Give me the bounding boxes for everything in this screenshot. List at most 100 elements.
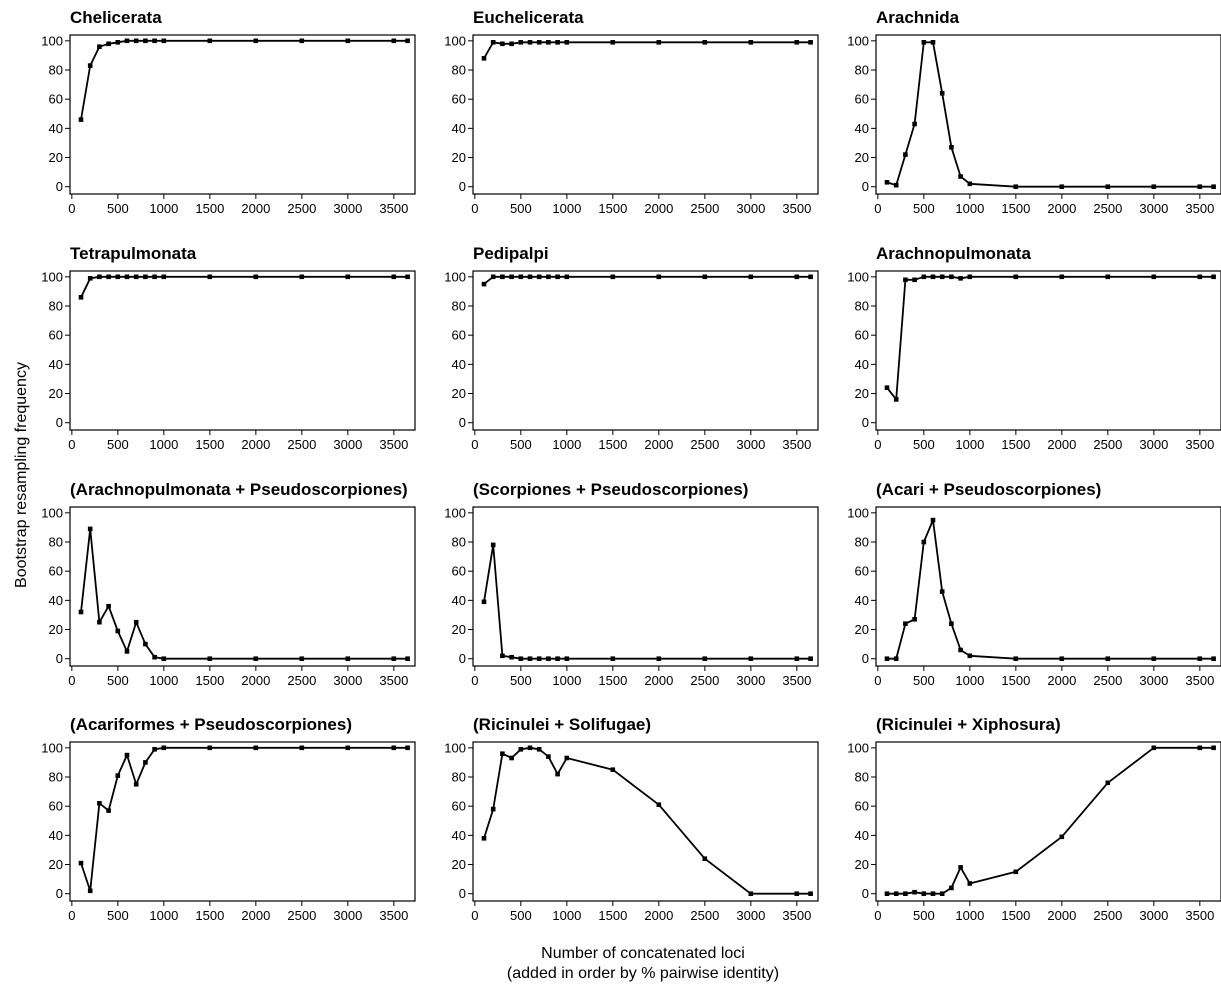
x-tick-label: 500 bbox=[510, 437, 532, 452]
data-point bbox=[1197, 745, 1203, 751]
x-tick-label: 2500 bbox=[1093, 201, 1122, 216]
y-tick-label: 60 bbox=[855, 564, 869, 579]
series-line bbox=[483, 41, 811, 59]
data-point bbox=[152, 38, 157, 44]
x-tick-label: 1000 bbox=[955, 201, 984, 216]
data-point bbox=[391, 38, 397, 44]
data-point bbox=[794, 40, 800, 45]
data-point bbox=[481, 836, 487, 841]
x-tick-label: 2000 bbox=[1047, 201, 1076, 216]
plot-frame bbox=[875, 270, 1221, 431]
data-point bbox=[564, 274, 570, 280]
plot-frame bbox=[69, 34, 416, 195]
x-tick-label: 3000 bbox=[1139, 673, 1168, 688]
data-point bbox=[207, 274, 213, 280]
data-point bbox=[1013, 274, 1019, 280]
x-tick-label: 3500 bbox=[782, 673, 811, 688]
data-point bbox=[161, 656, 167, 661]
data-point bbox=[143, 274, 148, 280]
y-tick-label: 100 bbox=[41, 740, 63, 755]
panel-title: (Ricinulei + Solifugae) bbox=[473, 715, 651, 734]
data-point bbox=[536, 40, 542, 45]
data-point bbox=[509, 274, 514, 280]
x-tick-label: 1000 bbox=[149, 201, 178, 216]
data-point bbox=[106, 41, 111, 47]
x-tick-label: 1000 bbox=[955, 437, 984, 452]
data-point bbox=[253, 274, 259, 280]
data-point bbox=[564, 40, 570, 45]
x-tick-label: 500 bbox=[107, 908, 129, 923]
x-tick-label: 0 bbox=[471, 908, 478, 923]
x-tick-label: 2000 bbox=[241, 908, 270, 923]
y-tick-label: 80 bbox=[452, 535, 466, 550]
data-point bbox=[405, 274, 410, 280]
x-tick-label: 3500 bbox=[782, 437, 811, 452]
data-point bbox=[106, 808, 111, 813]
data-point bbox=[1151, 274, 1157, 280]
data-point bbox=[808, 40, 813, 45]
data-point bbox=[106, 274, 111, 280]
data-point bbox=[527, 656, 533, 661]
panel-title: (Scorpiones + Pseudoscorpiones) bbox=[473, 480, 748, 499]
y-tick-label: 80 bbox=[855, 299, 869, 314]
panel-title: Euchelicerata bbox=[473, 8, 584, 27]
data-point bbox=[152, 747, 157, 752]
x-tick-label: 2000 bbox=[1047, 908, 1076, 923]
x-tick-label: 500 bbox=[913, 201, 935, 216]
x-tick-label: 3500 bbox=[1185, 908, 1214, 923]
y-tick-label: 60 bbox=[49, 799, 63, 814]
data-point bbox=[702, 40, 708, 45]
data-point bbox=[97, 274, 102, 280]
panel-title: (Acari + Pseudoscorpiones) bbox=[876, 480, 1101, 499]
x-tick-label: 0 bbox=[68, 201, 75, 216]
x-tick-label: 2000 bbox=[644, 673, 673, 688]
data-point bbox=[152, 654, 157, 660]
y-tick-label: 0 bbox=[56, 415, 63, 430]
y-tick-label: 0 bbox=[56, 886, 63, 901]
data-point bbox=[958, 174, 963, 179]
x-tick-label: 2000 bbox=[644, 201, 673, 216]
x-tick-label: 500 bbox=[510, 908, 532, 923]
y-tick-label: 60 bbox=[855, 328, 869, 343]
x-tick-label: 2500 bbox=[287, 673, 316, 688]
y-tick-label: 0 bbox=[862, 651, 869, 666]
data-point bbox=[78, 860, 84, 866]
y-tick-label: 40 bbox=[855, 828, 869, 843]
y-tick-label: 100 bbox=[847, 740, 869, 755]
data-point bbox=[893, 891, 899, 896]
data-point bbox=[87, 63, 93, 68]
x-tick-label: 0 bbox=[874, 437, 881, 452]
data-point bbox=[930, 40, 936, 45]
x-tick-label: 3500 bbox=[1185, 437, 1214, 452]
data-point bbox=[1059, 834, 1065, 840]
data-point bbox=[345, 656, 351, 661]
data-point bbox=[1197, 656, 1203, 661]
x-tick-label: 3000 bbox=[333, 673, 362, 688]
x-tick-label: 1500 bbox=[195, 437, 224, 452]
data-point bbox=[87, 888, 93, 894]
data-point bbox=[518, 747, 524, 752]
data-point bbox=[893, 656, 899, 661]
x-tick-label: 1500 bbox=[598, 673, 627, 688]
data-point bbox=[161, 38, 167, 44]
y-tick-label: 40 bbox=[49, 357, 63, 372]
y-axis-label: Bootstrap resampling frequency bbox=[13, 362, 30, 588]
x-tick-label: 3500 bbox=[1185, 673, 1214, 688]
data-point bbox=[405, 745, 410, 751]
y-tick-label: 20 bbox=[452, 150, 466, 165]
x-axis-label-line2: (added in order by % pairwise identity) bbox=[507, 965, 779, 982]
y-tick-label: 100 bbox=[847, 33, 869, 48]
data-point bbox=[967, 653, 973, 659]
panel-title: (Acariformes + Pseudoscorpiones) bbox=[70, 715, 352, 734]
x-tick-label: 500 bbox=[913, 437, 935, 452]
data-point bbox=[124, 38, 130, 44]
y-tick-label: 40 bbox=[855, 357, 869, 372]
y-tick-label: 0 bbox=[459, 179, 466, 194]
y-tick-label: 100 bbox=[847, 269, 869, 284]
x-tick-label: 1500 bbox=[598, 201, 627, 216]
x-tick-label: 1500 bbox=[195, 673, 224, 688]
y-tick-label: 0 bbox=[862, 415, 869, 430]
x-tick-label: 3500 bbox=[379, 201, 408, 216]
data-point bbox=[299, 656, 305, 661]
